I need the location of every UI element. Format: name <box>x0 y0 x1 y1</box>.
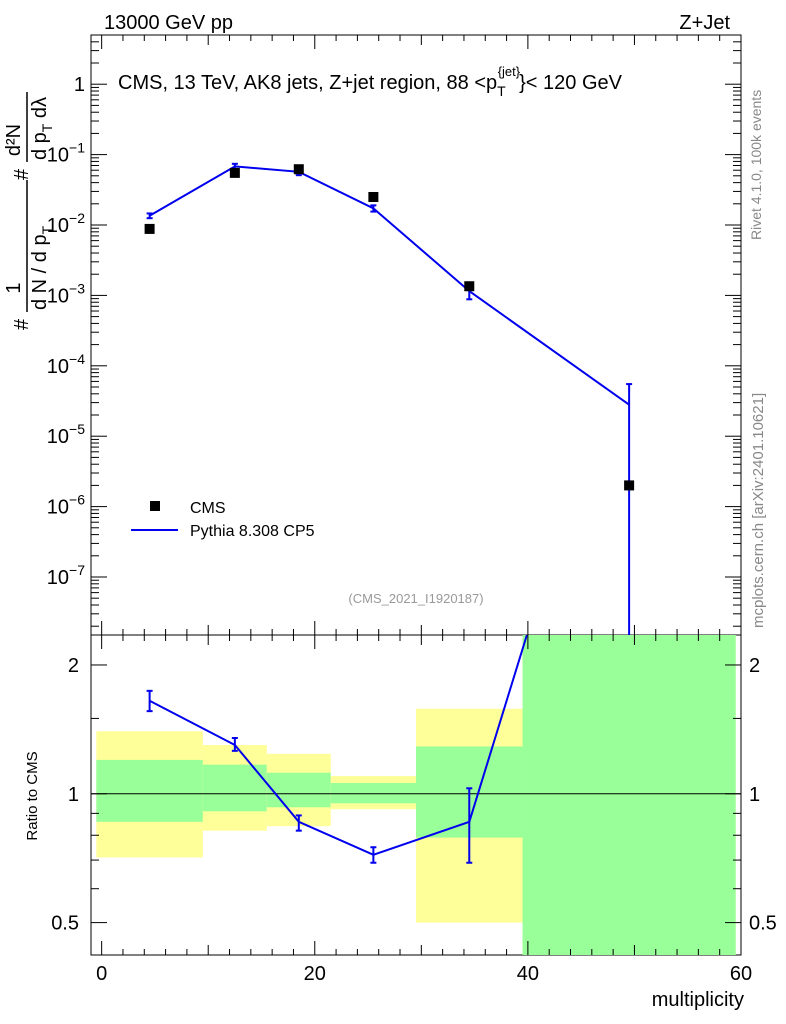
svg-text:1: 1 <box>3 282 25 293</box>
ratio-ytick-label: 0.5 <box>51 913 79 935</box>
legend-label-cms: CMS <box>190 500 226 517</box>
main-series <box>144 162 635 635</box>
main-ytick-label: 10−1 <box>47 140 85 167</box>
cms-data-point <box>368 191 379 202</box>
main-ytick-label: 10−6 <box>47 492 85 519</box>
main-ytick-label: 10−4 <box>47 351 85 378</box>
ratio-series <box>146 635 528 864</box>
svg-text:d N / d pT: d N / d pT <box>29 225 55 310</box>
ratio-bands <box>96 635 736 955</box>
ratio-frame <box>90 634 742 956</box>
xaxis-label: multiplicity <box>652 989 744 1011</box>
main-ytick-label: 10−5 <box>47 421 85 448</box>
legend-marker-cms <box>150 501 160 511</box>
ratio-ylabel: Ratio to CMS <box>24 751 41 840</box>
header-left: 13000 GeV pp <box>104 12 233 34</box>
ratio-ytick-label-right: 2 <box>749 655 760 677</box>
cms-data-point <box>464 281 475 292</box>
cms-data-point <box>624 480 635 491</box>
ratio-band-inner <box>330 782 416 804</box>
ratio-ytick-label-right: 0.5 <box>749 913 777 935</box>
ratio-pythia-line <box>149 635 528 856</box>
mcplots-label: mcplots.cern.ch [arXiv:2401.10621] <box>750 393 767 628</box>
rivet-version-label: Rivet 4.1.0, 100k events <box>748 90 764 240</box>
cms-data-point <box>144 223 155 234</box>
analysis-watermark: (CMS_2021_I1920187) <box>348 591 483 606</box>
legend-label-pythia: Pythia 8.308 CP5 <box>190 523 315 540</box>
main-ticks: 10−7 10−6 10−5 10−4 10−3 10−2 10−1 1 <box>47 34 742 635</box>
ratio-band-inner <box>96 759 203 822</box>
xtick-label: 0 <box>96 963 107 985</box>
plot-title: CMS, 13 TeV, AK8 jets, Z+jet region, 88 … <box>118 64 623 99</box>
svg-text:d²N: d²N <box>3 124 25 156</box>
ratio-band-inner <box>202 764 267 812</box>
main-ytick-label: 1 <box>74 74 85 96</box>
main-ylabel: # 1 d N / d pT # d²N d pT dλ <box>3 92 55 330</box>
ratio-ticks: 0.5 0.51 12 20 20 40 60 <box>51 635 777 985</box>
ratio-ytick-label: 2 <box>68 655 79 677</box>
svg-text:d pT dλ: d pT dλ <box>29 97 55 160</box>
main-ytick-label: 10−3 <box>47 280 85 307</box>
cms-data-point <box>229 167 240 178</box>
main-frame <box>90 34 742 636</box>
xtick-label: 60 <box>730 963 752 985</box>
ratio-ytick-label: 1 <box>68 784 79 806</box>
xtick-label: 20 <box>304 963 326 985</box>
header-right: Z+Jet <box>679 12 730 34</box>
svg-text:#: # <box>11 168 33 180</box>
pythia-line <box>149 165 630 406</box>
main-ytick-label: 10−2 <box>47 210 85 237</box>
svg-text:#: # <box>11 318 33 330</box>
xtick-label: 40 <box>517 963 539 985</box>
ratio-band-inner <box>522 635 736 955</box>
ratio-band-inner <box>266 772 331 808</box>
main-ytick-label: 10−7 <box>47 562 85 589</box>
ratio-ytick-label-right: 1 <box>749 784 760 806</box>
cms-data-point <box>293 164 304 175</box>
